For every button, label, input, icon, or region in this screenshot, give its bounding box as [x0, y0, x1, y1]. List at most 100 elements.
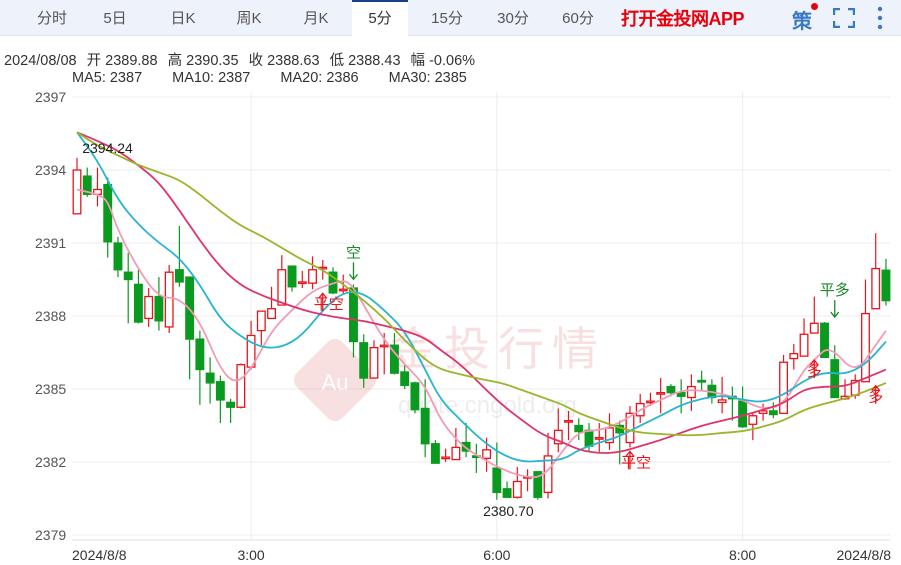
candle [645, 392, 655, 407]
signal-label: 平空 [314, 295, 344, 313]
candle-body [113, 242, 123, 271]
candle-body [430, 443, 440, 464]
candle [799, 318, 809, 357]
ma10-line [76, 131, 887, 463]
candle [82, 167, 92, 197]
candle-body [758, 410, 768, 414]
svg-text:Au: Au [322, 370, 349, 395]
candle [686, 374, 696, 411]
candle-body [185, 276, 195, 340]
tab-2[interactable]: 日K [170, 10, 196, 27]
max-price-label: 2394.24 [82, 140, 133, 156]
candle-body [400, 371, 410, 387]
candle [861, 279, 870, 383]
candle-body [645, 400, 655, 404]
candle [338, 274, 348, 295]
open-app-link[interactable]: 打开金投网APP [621, 9, 745, 29]
candle-body [533, 471, 543, 498]
candle-body [318, 266, 328, 270]
candle-body [379, 344, 389, 348]
candle-body [420, 407, 430, 445]
signal-label: 多 [868, 388, 883, 406]
tab-8[interactable]: 60分 [562, 10, 594, 27]
candle-body [297, 281, 307, 285]
candle [809, 296, 819, 334]
candle-body [717, 399, 727, 404]
strategy-icon[interactable]: 策 [792, 11, 812, 33]
tab-3[interactable]: 周K [236, 10, 262, 27]
candle-body [564, 419, 573, 423]
tab-1[interactable]: 5日 [103, 10, 127, 27]
candle [410, 381, 420, 414]
candle [318, 260, 328, 280]
ma30-line [76, 131, 887, 437]
close-value: 收 2388.63 [248, 53, 320, 69]
candle-body [82, 175, 92, 195]
y-tick-label: 2391 [35, 235, 66, 251]
candle [666, 384, 676, 397]
tab-0[interactable]: 分时 [36, 10, 67, 27]
watermark: Au 金投行情 quote.cngold.org [293, 322, 598, 422]
candle-body [799, 333, 809, 357]
candle-body [482, 449, 492, 460]
candle-body [492, 467, 502, 494]
candle-body [349, 287, 358, 343]
tab-6[interactable]: 15分 [431, 10, 463, 27]
candle [564, 410, 573, 441]
candle [656, 378, 666, 414]
candle [154, 277, 164, 331]
candle-body [861, 312, 870, 383]
candle-body [502, 488, 512, 498]
candle-body [840, 395, 850, 400]
candle [103, 177, 113, 258]
candle [635, 393, 645, 424]
candle-body [523, 475, 533, 479]
arrow-up-icon [318, 292, 328, 312]
tab-5[interactable]: 5分 [352, 0, 408, 37]
candle [123, 252, 133, 324]
candle [471, 443, 481, 473]
candle [533, 471, 543, 500]
candle-body [461, 441, 471, 452]
tab-4[interactable]: 月K [303, 10, 329, 27]
candle-body [328, 271, 338, 294]
candle [553, 408, 563, 453]
candle [256, 310, 266, 346]
candle-body [686, 385, 696, 399]
tab-7[interactable]: 30分 [497, 10, 529, 27]
candle [830, 345, 840, 399]
candle-body [850, 379, 860, 396]
candle-body [205, 372, 215, 384]
candle-body [410, 382, 420, 411]
x-tick-label: 2024/8/8 [837, 547, 892, 563]
candle-body [676, 391, 686, 397]
candle [400, 364, 410, 389]
x-tick-label: 8:00 [729, 547, 756, 563]
candle [482, 437, 492, 472]
candle-body [195, 338, 205, 371]
fullscreen-icon[interactable] [833, 8, 855, 28]
candle [625, 406, 635, 448]
open-value: 开 2389.88 [86, 53, 158, 69]
ma-legend: MA5: 2387 MA10: 2387 MA20: 2386 MA30: 23… [72, 70, 493, 86]
candle-body [389, 344, 399, 374]
candle-body [820, 322, 829, 359]
signal-label: 平多 [820, 281, 850, 299]
candle [420, 379, 430, 458]
candle [185, 276, 195, 380]
candle [246, 320, 256, 370]
candle-body [512, 480, 522, 498]
candle-body [123, 271, 133, 281]
candle [768, 402, 778, 419]
candle-body [236, 364, 246, 408]
candle [441, 448, 451, 462]
more-vertical-icon[interactable] [874, 6, 886, 30]
candle [144, 288, 154, 327]
candle [871, 233, 881, 310]
arrow-up-icon [809, 359, 819, 379]
candle-body [707, 384, 717, 399]
candle-body [615, 424, 625, 434]
candle-body [543, 455, 553, 494]
candle-body [471, 455, 481, 459]
candle [738, 386, 748, 428]
